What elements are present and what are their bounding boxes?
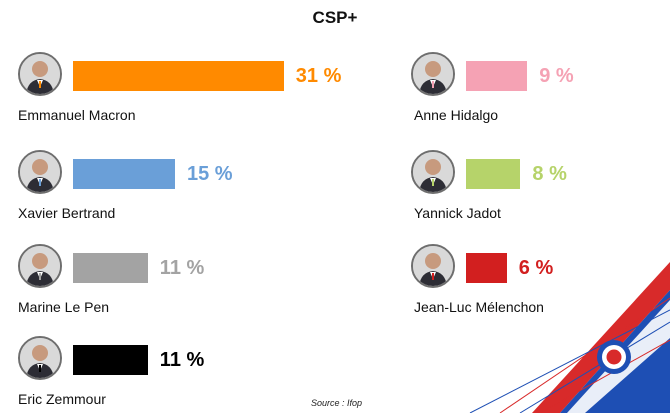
avatar-marine-le-pen [18, 244, 62, 288]
avatar-emmanuel-macron [18, 52, 62, 96]
avatar-jean-luc-melenchon [411, 244, 455, 288]
bar-yannick-jadot [466, 159, 521, 189]
value-label-yannick-jadot: 8 % [532, 163, 567, 185]
candidate-name-emmanuel-macron: Emmanuel Macron [18, 107, 136, 123]
avatar-yannick-jadot [411, 150, 455, 194]
candidate-name-xavier-bertrand: Xavier Bertrand [18, 205, 116, 221]
chart-title: CSP+ [312, 8, 358, 27]
bar-anne-hidalgo [466, 61, 528, 91]
candidate-name-anne-hidalgo: Anne Hidalgo [414, 107, 499, 123]
bar-emmanuel-macron [73, 61, 284, 91]
value-label-anne-hidalgo: 9 % [539, 65, 574, 87]
candidate-name-jean-luc-melenchon: Jean-Luc Mélenchon [414, 299, 544, 315]
bar-jean-luc-melenchon [466, 253, 507, 283]
value-label-jean-luc-melenchon: 6 % [518, 257, 554, 279]
value-label-marine-le-pen: 11 % [159, 257, 205, 279]
value-label-emmanuel-macron: 31 % [295, 65, 342, 87]
avatar-eric-zemmour [18, 336, 62, 380]
candidate-name-yannick-jadot: Yannick Jadot [414, 205, 501, 221]
candidate-name-marine-le-pen: Marine Le Pen [18, 299, 110, 315]
value-label-xavier-bertrand: 15 % [187, 163, 233, 185]
bar-eric-zemmour [73, 345, 148, 375]
avatar-xavier-bertrand [18, 150, 62, 194]
value-label-eric-zemmour: 11 % [159, 349, 205, 371]
bar-marine-le-pen [73, 253, 148, 283]
source-note: Source : Ifop [311, 398, 363, 408]
avatar-anne-hidalgo [411, 52, 455, 96]
candidate-name-eric-zemmour: Eric Zemmour [18, 391, 106, 407]
bar-xavier-bertrand [73, 159, 175, 189]
